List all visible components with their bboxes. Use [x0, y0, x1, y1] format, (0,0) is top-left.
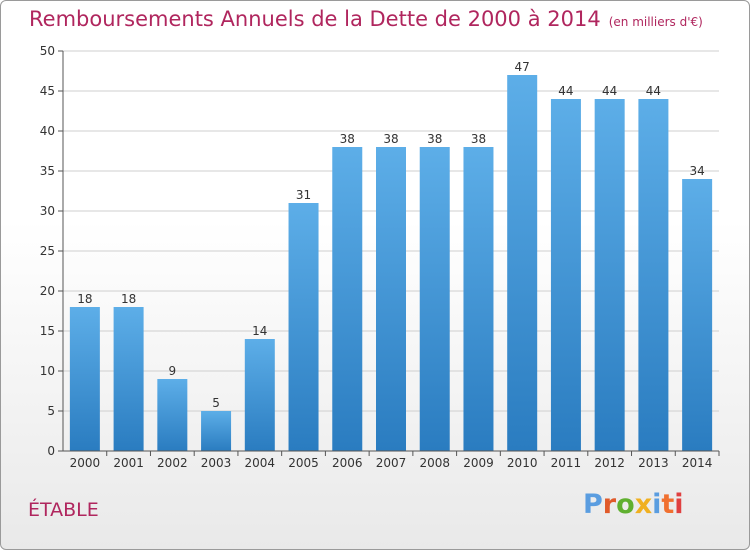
x-tick-label: 2006	[332, 456, 363, 470]
data-label: 14	[252, 324, 267, 338]
x-tick-label: 2008	[419, 456, 450, 470]
y-tick-label: 10	[40, 364, 55, 378]
data-label: 38	[383, 132, 398, 146]
logo-letter: t	[661, 489, 675, 520]
data-label: 44	[646, 84, 661, 98]
bar	[507, 75, 538, 451]
y-tick-label: 5	[47, 404, 55, 418]
bar	[332, 147, 363, 451]
bar	[594, 99, 625, 451]
chart-title: Remboursements Annuels de la Dette de 20…	[29, 7, 703, 31]
x-tick-label: 2014	[682, 456, 713, 470]
x-tick-label: 2000	[70, 456, 101, 470]
data-label: 18	[121, 292, 136, 306]
data-label: 38	[340, 132, 355, 146]
bar	[201, 411, 232, 451]
logo-letter: i	[674, 489, 684, 520]
data-label: 44	[602, 84, 617, 98]
x-tick-label: 2002	[157, 456, 188, 470]
bar	[463, 147, 494, 451]
data-label: 18	[77, 292, 92, 306]
bar	[376, 147, 406, 451]
data-label: 38	[427, 132, 442, 146]
y-tick-label: 35	[40, 164, 55, 178]
logo-letter: r	[602, 489, 617, 520]
bar	[288, 203, 319, 451]
x-tick-label: 2004	[245, 456, 276, 470]
data-label: 38	[471, 132, 486, 146]
y-tick-label: 15	[40, 324, 55, 338]
bar	[244, 339, 275, 451]
x-tick-label: 2013	[638, 456, 669, 470]
bar	[113, 307, 144, 451]
data-label: 31	[296, 188, 311, 202]
logo-letter: i	[652, 489, 662, 520]
bar	[682, 179, 713, 451]
logo-letter: o	[616, 489, 635, 520]
x-tick-label: 2003	[201, 456, 232, 470]
bar	[69, 307, 100, 451]
bar	[550, 99, 581, 451]
data-label: 34	[689, 164, 704, 178]
y-tick-label: 45	[40, 84, 55, 98]
logo-letter: x	[634, 489, 653, 520]
bar	[419, 147, 450, 451]
x-tick-label: 2009	[463, 456, 494, 470]
x-tick-label: 2001	[113, 456, 144, 470]
y-tick-label: 25	[40, 244, 55, 258]
data-label: 47	[515, 60, 530, 74]
logo-letter: P	[583, 489, 603, 520]
bar	[638, 99, 669, 451]
x-tick-label: 2010	[507, 456, 538, 470]
data-label: 9	[169, 364, 177, 378]
chart-subtitle: (en milliers d'€)	[608, 15, 703, 29]
y-tick-label: 0	[47, 444, 55, 458]
bar	[157, 379, 188, 451]
y-tick-label: 20	[40, 284, 55, 298]
y-tick-label: 40	[40, 124, 55, 138]
data-label: 5	[212, 396, 220, 410]
chart-title-text: Remboursements Annuels de la Dette de 20…	[29, 7, 601, 31]
data-label: 44	[558, 84, 573, 98]
x-tick-label: 2012	[594, 456, 625, 470]
y-tick-label: 50	[40, 44, 55, 58]
commune-name: ÉTABLE	[28, 499, 99, 521]
x-tick-label: 2007	[376, 456, 407, 470]
x-tick-label: 2005	[288, 456, 319, 470]
proxiti-logo: Proxiti	[583, 489, 684, 520]
y-tick-label: 30	[40, 204, 55, 218]
x-tick-label: 2011	[551, 456, 582, 470]
